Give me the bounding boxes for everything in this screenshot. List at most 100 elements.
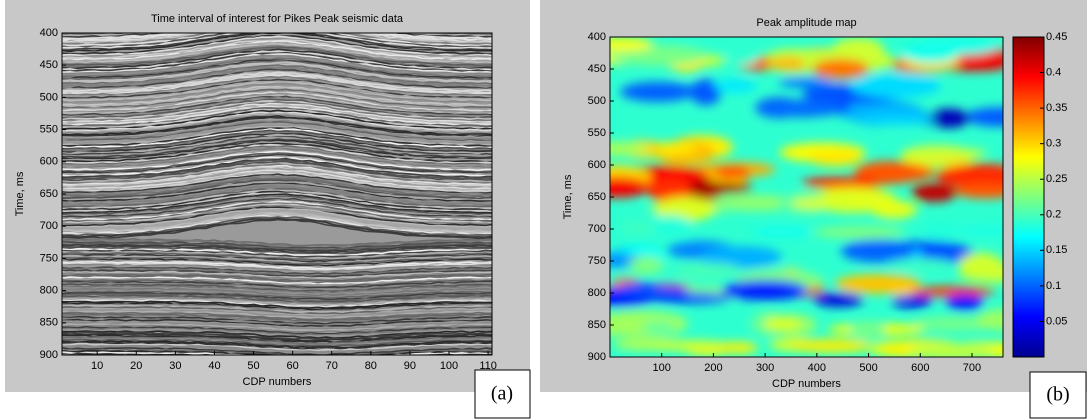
- seismic-trace: [62, 124, 492, 145]
- x-tick-label: 10: [91, 360, 103, 372]
- seismic-trace: [62, 254, 492, 264]
- seismic-trace: [62, 312, 492, 322]
- seismic-trace: [62, 116, 492, 138]
- x-tick-label: 100: [440, 360, 458, 372]
- amplitude-blob: [909, 286, 996, 297]
- seismic-trace: [62, 332, 492, 342]
- seismic-trace: [62, 218, 492, 240]
- x-tick-label: 70: [326, 360, 338, 372]
- y-tick-label: 450: [588, 63, 606, 75]
- amplitude-blob: [618, 285, 689, 297]
- colorbar-tick-label: 0.2: [1046, 209, 1061, 221]
- amplitude-blob: [812, 58, 869, 80]
- amplitude-blob: [834, 274, 922, 294]
- x-axis-label: CDP numbers: [243, 376, 312, 388]
- seismic-trace: [62, 239, 492, 249]
- amplitude-blob: [620, 81, 696, 102]
- seismic-trace: [62, 341, 492, 351]
- colorbar-tick-label: 0.35: [1046, 102, 1067, 114]
- amplitude-blob: [854, 161, 925, 184]
- seismic-trace: [62, 172, 492, 193]
- seismic-trace: [62, 269, 492, 279]
- x-axis-label: CDP numbers: [772, 378, 841, 390]
- amplitude-blob: [891, 294, 932, 308]
- amplitude-blob: [778, 77, 833, 89]
- colorbar-tick-label: 0.45: [1046, 31, 1067, 43]
- seismic-trace: [62, 39, 492, 60]
- seismic-trace: [62, 272, 492, 281]
- y-axis-label: Time, ms: [562, 174, 574, 219]
- seismic-trace: [62, 104, 492, 125]
- x-tick-label: 500: [859, 362, 877, 374]
- seismic-trace: [62, 328, 492, 338]
- seismic-trace: [62, 120, 492, 142]
- amplitude-blob: [886, 258, 954, 271]
- seismic-trace: [62, 180, 492, 202]
- seismic-trace: [62, 160, 492, 182]
- amplitude-blob: [954, 184, 1003, 199]
- seismic-trace: [62, 308, 492, 318]
- seismic-trace: [62, 135, 492, 156]
- seismic-trace: [62, 291, 492, 301]
- seismic-trace: [62, 33, 492, 47]
- amplitude-blob: [813, 293, 864, 307]
- seismic-trace: [62, 51, 492, 73]
- seismic-trace: [62, 249, 492, 258]
- amplitude-blob: [813, 225, 906, 239]
- amplitude-blob: [717, 342, 759, 354]
- seismic-trace: [62, 252, 492, 262]
- seismic-trace: [62, 67, 492, 88]
- colorbar-tick-label: 0.3: [1046, 138, 1061, 150]
- amplitude-blob: [620, 222, 658, 234]
- x-tick-label: 100: [653, 362, 671, 374]
- amplitude-blob: [908, 342, 996, 357]
- y-tick-label: 750: [588, 255, 606, 267]
- seismic-trace: [62, 253, 492, 263]
- amplitude-blob: [722, 279, 809, 301]
- y-tick-label: 700: [40, 220, 58, 232]
- amplitude-blob: [915, 37, 999, 56]
- y-tick-label: 850: [588, 319, 606, 331]
- seismic-trace: [62, 273, 492, 282]
- seismic-trace: [62, 96, 492, 118]
- seismic-trace: [62, 183, 492, 205]
- seismic-trace: [62, 53, 492, 74]
- seismic-trace: [62, 119, 492, 140]
- amplitude-blob: [713, 79, 757, 93]
- seismic-trace: [62, 323, 492, 332]
- seismic-trace: [62, 179, 492, 200]
- seismic-trace: [62, 243, 492, 252]
- seismic-trace: [62, 274, 492, 284]
- colorbar: [1012, 36, 1045, 358]
- seismic-trace: [62, 206, 492, 227]
- colorbar-tick-label: 0.15: [1046, 244, 1067, 256]
- amplitude-blob: [790, 339, 873, 353]
- seismic-trace: [62, 57, 492, 78]
- amplitude-blob: [726, 46, 760, 66]
- y-tick-label: 600: [40, 156, 58, 168]
- seismic-trace: [62, 214, 492, 236]
- seismic-trace: [62, 197, 492, 218]
- seismic-trace: [62, 173, 492, 194]
- seismic-trace: [62, 297, 492, 307]
- y-tick-label: 550: [40, 124, 58, 136]
- y-tick-label: 800: [588, 287, 606, 299]
- x-tick-label: 60: [287, 360, 299, 372]
- seismic-trace: [62, 63, 492, 84]
- seismic-trace: [62, 259, 492, 269]
- seismic-trace: [62, 59, 492, 81]
- amplitude-blob: [713, 167, 751, 179]
- seismic-trace: [62, 331, 492, 341]
- seismic-trace: [62, 40, 492, 61]
- seismic-trace: [62, 78, 492, 100]
- y-tick-label: 600: [588, 159, 606, 171]
- x-tick-label: 300: [756, 362, 774, 374]
- chart-title: Peak amplitude map: [756, 17, 856, 29]
- amplitude-blob: [911, 183, 958, 202]
- seismic-trace: [62, 150, 492, 172]
- seismic-trace: [62, 211, 492, 233]
- amplitude-blob: [610, 37, 654, 52]
- seismic-trace: [62, 175, 492, 196]
- amplitude-blob: [856, 113, 936, 126]
